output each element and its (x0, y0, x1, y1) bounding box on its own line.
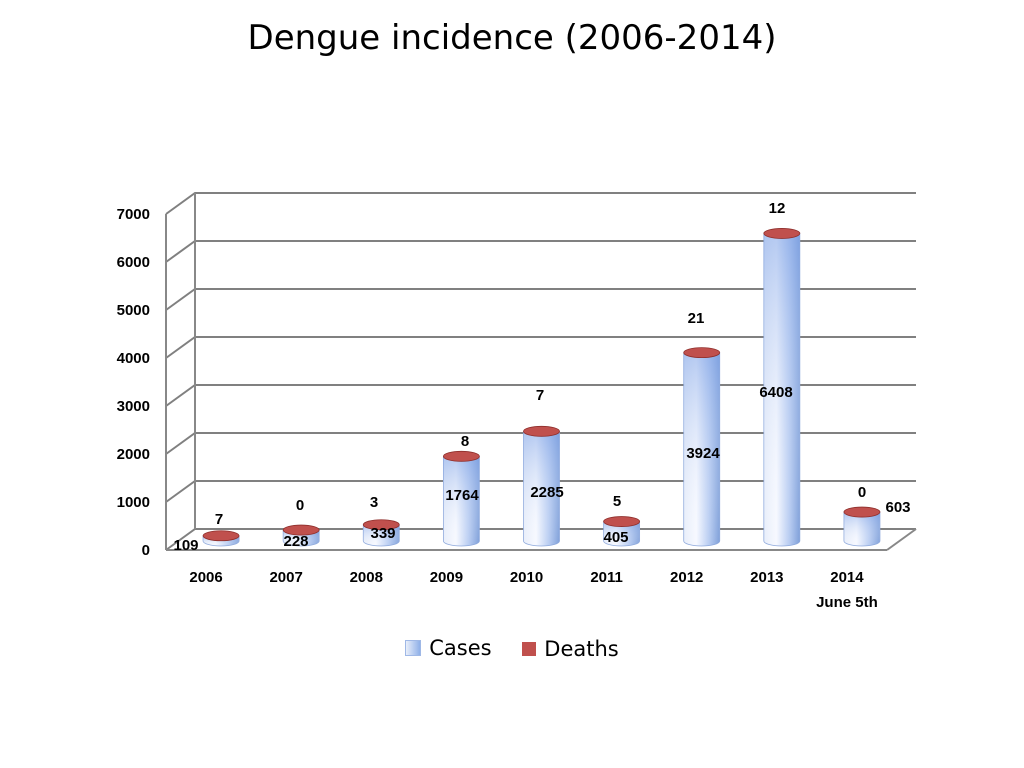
data-label-deaths: 3 (370, 494, 378, 511)
bar-deaths-cap-2010 (523, 425, 560, 437)
legend-item-cases: Cases (405, 636, 492, 660)
bar-deaths-cap-2009 (442, 450, 480, 462)
x-tick-label: 2013 (750, 569, 783, 586)
x-tick-label: 2010 (510, 569, 543, 586)
y-tick-label: 1000 (117, 494, 150, 511)
bar-cases-shade-2008 (363, 524, 400, 546)
x-tick-label: 2008 (350, 569, 383, 586)
legend-label-deaths: Deaths (544, 637, 619, 661)
axes (165, 193, 917, 551)
bar-cases-shade-2009 (443, 456, 480, 546)
x-tick-sublabel: June 5th (816, 594, 878, 611)
labels: 0 1000 2000 3000 4000 5000 6000 7000 2006 2007 200… (117, 200, 911, 611)
legend: Cases Deaths (0, 636, 1024, 661)
data-label-cases: 1764 (445, 487, 479, 504)
y-tick-label: 2000 (117, 446, 150, 463)
bar-deaths-cap-2013 (763, 228, 801, 239)
y-tick-label: 4000 (117, 350, 150, 367)
y-tick-label: 3000 (117, 398, 150, 415)
bar-deaths-cap-2008 (362, 519, 400, 531)
bar-deaths-cap-2014 (843, 506, 881, 518)
legend-swatch-cases (405, 640, 422, 656)
data-label-cases: 2285 (530, 484, 563, 501)
y-tick-label: 7000 (117, 206, 150, 223)
y-tick-label: 0 (142, 542, 150, 559)
bar-cases-shade-2012 (683, 352, 720, 546)
data-label-cases: 3924 (686, 445, 720, 462)
x-tick-label: 2009 (430, 569, 463, 586)
x-tick-label: 2014 (830, 569, 864, 586)
data-label-cases: 228 (283, 533, 308, 550)
bar-deaths-cap-2006 (202, 530, 240, 542)
legend-swatch-deaths (522, 642, 537, 656)
legend-label-cases: Cases (429, 636, 492, 660)
y-tick-label: 6000 (117, 254, 150, 271)
data-label-deaths: 0 (858, 484, 866, 501)
bar-cases-shade-2011 (603, 521, 640, 546)
x-tick-label: 2006 (189, 569, 222, 586)
bar-cases-shade-2013 (763, 233, 800, 546)
gridline (165, 192, 916, 215)
bar-deaths-cap-2012 (683, 347, 721, 359)
data-label-deaths: 5 (613, 493, 621, 510)
data-label-deaths: 7 (536, 387, 544, 404)
bar-deaths-cap-2011 (603, 516, 641, 527)
data-label-deaths: 21 (688, 310, 705, 327)
data-label-deaths: 7 (215, 511, 223, 528)
data-label-deaths: 8 (461, 433, 469, 450)
data-label-cases: 6408 (759, 384, 792, 401)
gridline (165, 240, 916, 263)
data-label-cases: 603 (885, 499, 910, 516)
data-label-cases: 339 (370, 525, 395, 542)
y-tick-label: 5000 (117, 302, 150, 319)
bars (202, 228, 881, 547)
legend-item-deaths: Deaths (522, 637, 619, 661)
data-label-deaths: 12 (769, 200, 786, 217)
chart-title: Dengue incidence (2006-2014) (247, 18, 777, 58)
bar-cases-shade-2010 (523, 431, 560, 546)
x-tick-label: 2011 (590, 569, 623, 586)
data-label-cases: 109 (173, 537, 198, 554)
data-label-deaths: 0 (296, 497, 304, 514)
gridline (165, 288, 916, 311)
x-tick-label: 2012 (670, 569, 703, 586)
data-label-cases: 405 (603, 529, 628, 546)
x-tick-label: 2007 (269, 569, 302, 586)
bar-cases-shade-2014 (843, 512, 880, 546)
gridline (165, 336, 916, 359)
floor-right-edge (886, 528, 917, 551)
bar-deaths-cap-2007 (282, 524, 320, 536)
